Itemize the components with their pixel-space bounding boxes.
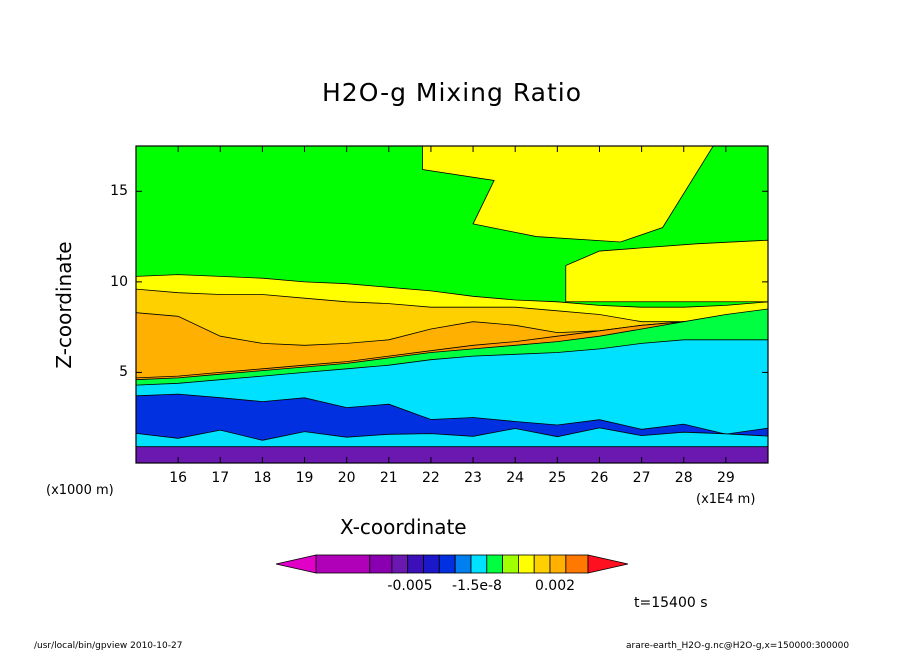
x-tick-label: 28 (674, 470, 693, 486)
x-tick-label: 25 (548, 470, 567, 486)
colorbar-swatch (470, 554, 488, 574)
x-tick-label: 16 (169, 470, 188, 486)
footer-left: /usr/local/bin/gpview 2010-10-27 (34, 641, 183, 651)
colorbar-swatch (423, 554, 440, 574)
colorbar-tick-label: -1.5e-8 (452, 578, 502, 594)
x-tick-label: 26 (590, 470, 609, 486)
colorbar-swatch (486, 554, 503, 574)
x-tick-label: 20 (337, 470, 356, 486)
colorbar-tick-label: 0.002 (534, 578, 576, 594)
x-tick-label: 21 (379, 470, 398, 486)
colorbar-tick-label: -0.005 (387, 578, 433, 594)
colorbar-swatch (407, 554, 424, 574)
plot-frame (135, 145, 769, 464)
colorbar-swatch (454, 554, 472, 574)
x-tick-label: 22 (422, 470, 440, 486)
footer-right: arare-earth_H2O-g.nc@H2O-g,x=150000:3000… (626, 641, 850, 651)
colorbar-swatch (502, 554, 519, 574)
upper-yellow-region (422, 146, 714, 243)
colorbar-swatch (565, 554, 589, 574)
x-tick-label: 23 (464, 470, 482, 486)
x-tick-label: 17 (211, 470, 230, 486)
x-tick-label: 19 (295, 470, 314, 486)
colorbar-swatch (369, 554, 393, 574)
colorbar-swatch (533, 554, 551, 574)
colorbar-min-arrow (275, 554, 317, 574)
x-scale-label: (x1E4 m) (696, 492, 756, 507)
x-tick-label: 29 (716, 470, 735, 486)
colorbar-swatch (549, 554, 567, 574)
time-label: t=15400 s (634, 595, 708, 611)
chart-title: H2O-g Mixing Ratio (321, 78, 583, 107)
y-tick-label: 15 (110, 183, 128, 200)
contour-band-2 (136, 446, 768, 463)
y-tick-label: 5 (119, 364, 128, 381)
x-tick-label: 18 (253, 470, 272, 486)
colorbar-swatch (391, 554, 409, 574)
right-yellow-region (565, 239, 768, 303)
colorbar-swatch (315, 554, 371, 574)
colorbar-swatch (438, 554, 456, 574)
x-tick-label: 27 (632, 470, 651, 486)
x-axis-label: X-coordinate (340, 515, 467, 539)
x-unit-label: (x1000 m) (46, 483, 114, 498)
y-axis-label: Z-coordinate (52, 241, 76, 369)
x-tick-label: 24 (506, 470, 525, 486)
colorbar-max-arrow (587, 554, 629, 574)
y-tick-label: 10 (110, 273, 128, 290)
colorbar (275, 554, 629, 574)
colorbar-swatch (518, 554, 535, 574)
